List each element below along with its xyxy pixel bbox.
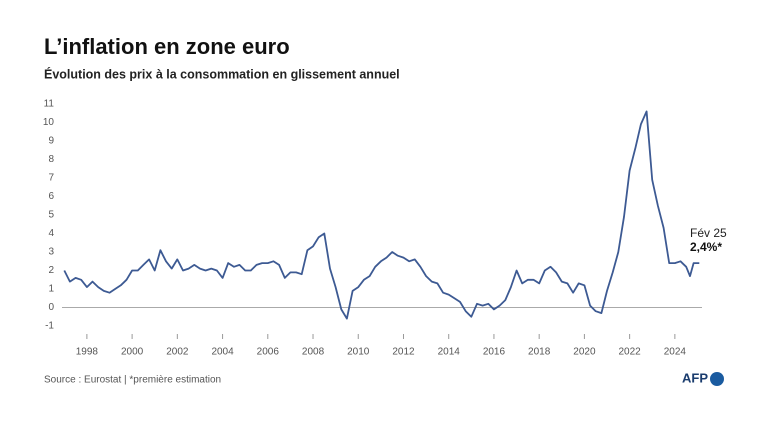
y-tick-label: 0 (48, 302, 54, 313)
y-tick-label: 11 (44, 99, 55, 110)
y-tick-label: 6 (48, 191, 54, 202)
x-tick-label: 2022 (619, 347, 642, 358)
x-tick-label: 2006 (257, 347, 280, 358)
y-tick-label: -1 (45, 321, 54, 332)
x-tick-label: 2016 (483, 347, 506, 358)
x-tick-label: 2024 (664, 347, 687, 358)
annotation-value: 2,4%* (690, 240, 722, 254)
logo-dot (710, 372, 724, 386)
annotation-date: Fév 25 (690, 226, 727, 240)
x-tick-label: 2008 (302, 347, 325, 358)
y-tick-label: 2 (48, 265, 54, 276)
y-tick-label: 8 (48, 154, 54, 165)
x-tick-label: 2000 (121, 347, 144, 358)
line (63, 110, 700, 320)
source: Source : Eurostat | *première estimation (44, 375, 221, 386)
y-tick-label: 1 (48, 284, 54, 295)
x-tick-label: 2018 (528, 347, 551, 358)
chart-title: L’inflation en zone euro (44, 34, 290, 59)
x-tick-label: 2020 (573, 347, 596, 358)
x-tick-label: 2002 (166, 347, 189, 358)
x-tick-label: 1998 (76, 347, 99, 358)
y-tick-label: 7 (48, 173, 54, 184)
y-tick-label: 3 (48, 247, 54, 258)
y-tick-label: 4 (48, 228, 54, 239)
chart-subtitle: Évolution des prix à la consommation en … (44, 66, 400, 81)
x-tick-label: 2012 (392, 347, 415, 358)
x-tick-label: 2010 (347, 347, 370, 358)
y-tick-label: 9 (48, 136, 54, 147)
logo: AFP (682, 370, 708, 385)
y-tick-label: 10 (43, 117, 55, 128)
y-tick-label: 5 (48, 210, 54, 221)
x-tick-label: 2014 (438, 347, 461, 358)
x-tick-label: 2004 (211, 347, 234, 358)
